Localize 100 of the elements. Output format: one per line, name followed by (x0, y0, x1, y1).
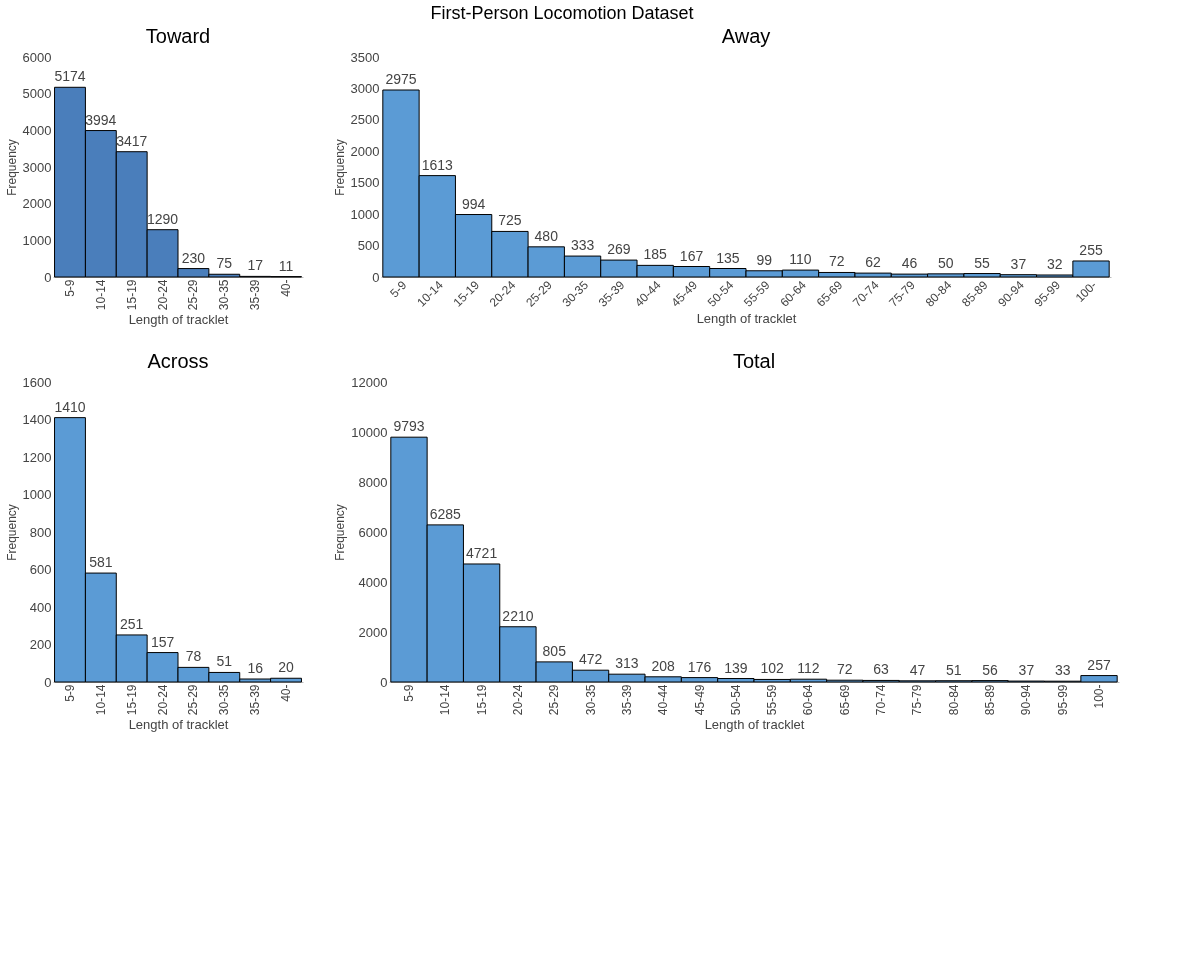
data-label: 230 (181, 249, 206, 266)
data-label: 99 (756, 251, 773, 268)
x-tick-label: 60-64 (801, 684, 816, 716)
x-tick-label: 5-9 (401, 684, 416, 702)
data-label: 50 (937, 254, 954, 271)
x-tick-label: 5-9 (387, 277, 410, 301)
x-tick-label: 35-39 (248, 684, 263, 716)
y-tick-label: 800 (29, 524, 52, 540)
x-tick-label: 45-49 (692, 684, 707, 716)
y-tick-label: 400 (29, 599, 52, 615)
data-label: 33 (1054, 662, 1071, 679)
y-tick-label: 2500 (350, 112, 380, 128)
data-label: 55 (974, 254, 991, 271)
x-tick-label: 40- (279, 279, 294, 297)
data-label: 9793 (393, 418, 425, 435)
chart-title: Total (732, 350, 776, 372)
data-label: 110 (789, 251, 812, 268)
y-tick-label: 10000 (351, 424, 388, 440)
x-tick-label: 15-19 (124, 279, 139, 311)
data-label: 20 (278, 659, 295, 676)
y-tick-label: 6000 (358, 524, 388, 540)
data-label: 3994 (85, 111, 117, 128)
data-label: 51 (945, 661, 962, 678)
x-tick-label: 30-35 (217, 279, 232, 311)
x-tick-label: 70-74 (874, 684, 889, 716)
y-axis-title: Frequency (332, 139, 347, 196)
data-label: 725 (498, 212, 522, 229)
x-tick-label: 20-24 (155, 279, 170, 311)
x-tick-label: 10-14 (93, 684, 108, 716)
data-label: 1290 (146, 210, 179, 227)
x-tick-label: 5-9 (62, 684, 77, 702)
y-tick-label: 1400 (22, 412, 52, 427)
x-tick-label: 35-39 (248, 279, 263, 311)
y-tick-label: 2000 (350, 143, 380, 159)
y-tick-label: 0 (44, 674, 52, 690)
x-tick-label: 15-19 (124, 684, 139, 716)
y-tick-label: 3000 (22, 159, 52, 175)
data-label: 805 (542, 642, 567, 659)
x-tick-label: 30-35 (217, 684, 232, 716)
y-tick-label: 6000 (22, 49, 52, 65)
data-label: 112 (797, 660, 820, 677)
data-label: 994 (461, 195, 486, 212)
data-label: 78 (185, 648, 202, 665)
y-tick-label: 3000 (350, 80, 380, 96)
x-tick-label: 10-14 (438, 684, 453, 716)
data-label: 11 (278, 257, 294, 274)
data-label: 37 (1018, 662, 1035, 679)
chart-title: Across (147, 350, 209, 372)
y-tick-label: 200 (29, 637, 52, 652)
data-label: 17 (247, 257, 264, 274)
data-label: 16 (247, 660, 264, 676)
y-tick-label: 1000 (22, 232, 52, 248)
x-axis-title: Length of tracklet (128, 717, 229, 733)
x-tick-label: 85-89 (983, 684, 998, 716)
data-label: 255 (1079, 241, 1103, 258)
y-axis-title: Frequency (4, 139, 19, 196)
x-tick-label: 55-59 (765, 684, 780, 716)
x-tick-label: 100- (1072, 278, 1100, 305)
x-tick-label: 10-14 (93, 279, 108, 311)
x-axis-title: Length of tracklet (704, 717, 805, 733)
x-tick-label: 20-24 (510, 684, 525, 716)
x-tick-label: 25-29 (547, 684, 562, 716)
y-tick-label: 500 (357, 238, 380, 254)
data-label: 135 (716, 249, 740, 266)
y-tick-label: 600 (29, 562, 52, 577)
x-tick-label: 95-99 (1055, 684, 1070, 716)
data-label: 47 (909, 661, 926, 678)
x-axis-title: Length of tracklet (128, 312, 229, 328)
x-tick-label: 15-19 (474, 684, 489, 716)
y-tick-label: 12000 (351, 374, 388, 390)
x-tick-label: 80-84 (946, 684, 961, 716)
data-label: 257 (1087, 656, 1111, 673)
data-label: 139 (724, 659, 748, 676)
x-axis-title: Length of tracklet (696, 310, 797, 326)
data-label: 480 (534, 227, 559, 244)
y-axis-title: Frequency (333, 504, 348, 561)
y-tick-label: 3500 (350, 49, 380, 65)
data-label: 4721 (466, 544, 498, 561)
data-label: 32 (1046, 255, 1063, 272)
data-label: 167 (679, 247, 704, 264)
data-label: 472 (578, 651, 603, 668)
data-label: 251 (120, 615, 144, 632)
x-tick-label: 65-69 (837, 684, 852, 716)
data-label: 313 (615, 655, 639, 672)
y-tick-label: 2000 (22, 196, 52, 212)
text: First-Person Locomotion Dataset (430, 3, 694, 23)
data-label: 56 (982, 661, 999, 678)
data-label: 2975 (385, 71, 417, 87)
y-tick-label: 1000 (350, 206, 380, 222)
y-tick-label: 2000 (358, 624, 388, 640)
data-label: 72 (837, 661, 853, 678)
y-tick-label: 4000 (22, 122, 52, 138)
y-tick-label: 0 (44, 269, 52, 285)
chart-title: Toward (145, 25, 211, 47)
y-tick-label: 0 (372, 269, 380, 285)
data-label: 1410 (54, 398, 86, 415)
data-label: 185 (643, 246, 668, 263)
x-tick-label: 50-54 (728, 684, 743, 716)
y-tick-label: 1200 (22, 449, 52, 465)
data-label: 176 (687, 658, 712, 675)
